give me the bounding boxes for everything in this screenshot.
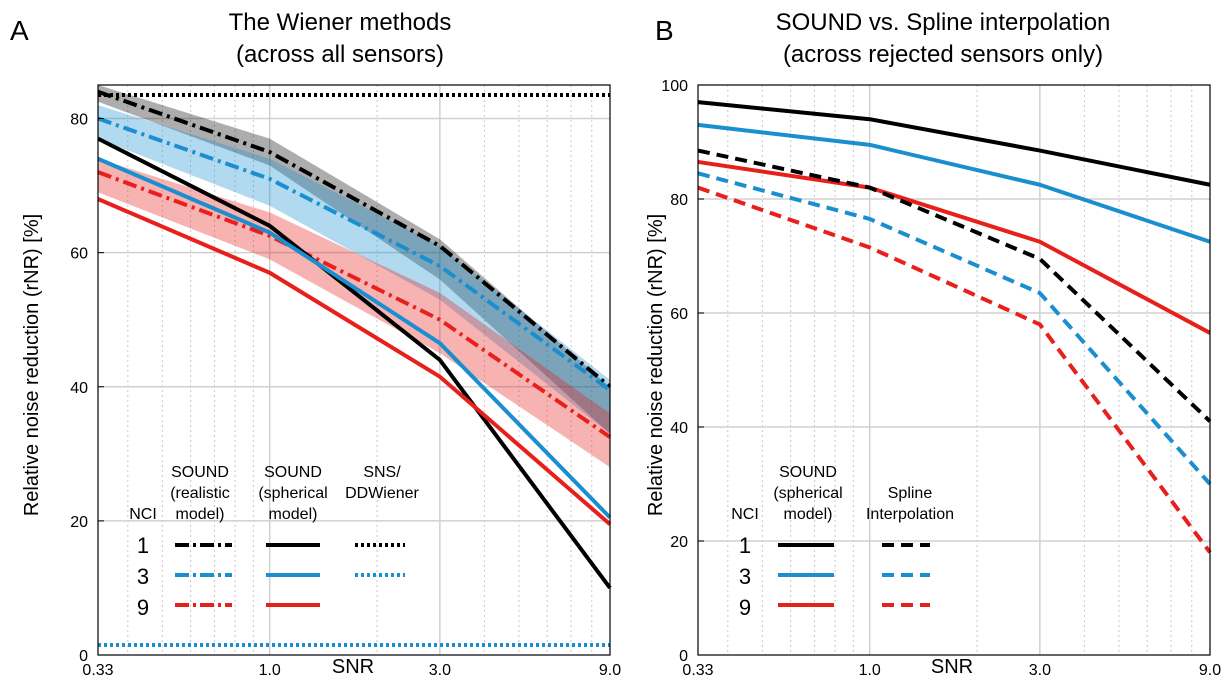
- a-series-3: [97, 136, 612, 590]
- legend-b-col2-line2: Interpolation: [866, 506, 954, 523]
- a-band-1: [98, 105, 610, 434]
- b-series-0: [697, 100, 1211, 187]
- panel-a-bands: [98, 85, 610, 468]
- legend-a-col1-line3: model): [176, 506, 225, 523]
- legend-a-col2-line1: SOUND: [264, 464, 322, 481]
- b-x-tick-label: 3.0: [1029, 662, 1051, 679]
- panel-a-letter: A: [10, 15, 29, 46]
- a-series-0: [97, 89, 612, 389]
- legend-a-row-1: 1: [137, 533, 149, 558]
- panel-a-legend: SOUND (realistic model) SOUND (spherical…: [129, 464, 419, 620]
- panel-a-series: [97, 89, 612, 647]
- legend-b-col2-line1: Spline: [888, 485, 933, 502]
- panel-a-xlabel: SNR: [332, 656, 374, 678]
- b-series-1: [697, 122, 1211, 244]
- panel-a-title-line2: (across all sensors): [236, 41, 444, 68]
- panel-b-title-line1: SOUND vs. Spline interpolation: [776, 9, 1111, 36]
- panel-a-ticks: 0.33 1.0 3.0 9.0 0 20 40 60 80: [70, 112, 621, 679]
- legend-a-nci-header: NCI: [129, 506, 157, 523]
- panel-a-axes-box: [97, 84, 611, 656]
- a-band-2: [98, 158, 610, 468]
- legend-a-col2-line2: (spherical: [258, 485, 327, 502]
- a-x-tick-label: 3.0: [429, 662, 451, 679]
- panel-a-ylabel: Relative noise reduction (rNR) [%]: [21, 214, 43, 516]
- b-y-tick-label: 80: [670, 192, 688, 209]
- legend-b-col1-line2: (spherical: [773, 485, 842, 502]
- legend-b-row-9: 9: [739, 595, 751, 620]
- panel-b-ticks: 0.33 1.0 3.0 9.0 0 20 40 60 80 100: [661, 78, 1221, 679]
- panel-b-ylabel: Relative noise reduction (rNR) [%]: [645, 214, 667, 516]
- a-series-1: [97, 116, 612, 392]
- panel-b-legend: SOUND (spherical model) Spline Interpola…: [731, 464, 954, 620]
- a-y-tick-label: 80: [70, 112, 88, 129]
- b-x-tick-label: 0.33: [682, 662, 713, 679]
- panel-b-series: [697, 100, 1212, 554]
- legend-b-row-3: 3: [739, 564, 751, 589]
- a-y-tick-label: 60: [70, 246, 88, 263]
- a-y-tick-label: 40: [70, 380, 88, 397]
- legend-a-col1-line1: SOUND: [171, 464, 229, 481]
- panel-b-xlabel: SNR: [931, 656, 973, 678]
- panel-a-title-line1: The Wiener methods: [229, 9, 452, 36]
- a-band-0: [98, 85, 610, 434]
- legend-b-nci-header: NCI: [731, 506, 759, 523]
- a-series-2: [97, 170, 612, 439]
- a-x-tick-label: 0.33: [82, 662, 113, 679]
- b-y-tick-label: 40: [670, 420, 688, 437]
- panel-b: B SOUND vs. Spline interpolation (across…: [645, 9, 1221, 679]
- b-y-tick-label: 100: [661, 78, 688, 95]
- legend-a-row-3: 3: [137, 564, 149, 589]
- panel-b-grid: [698, 85, 1210, 655]
- b-y-tick-label: 0: [679, 648, 688, 665]
- legend-b-row-1: 1: [739, 533, 751, 558]
- legend-a-row-9: 9: [137, 595, 149, 620]
- legend-a-col3-line2: DDWiener: [345, 485, 419, 502]
- a-series-4: [97, 156, 612, 519]
- b-x-tick-label: 1.0: [859, 662, 881, 679]
- b-series-2: [697, 159, 1211, 335]
- panel-a: A The Wiener methods (across all sensors…: [10, 9, 621, 679]
- legend-b-col1-line3: model): [784, 506, 833, 523]
- a-y-tick-label: 20: [70, 514, 88, 531]
- legend-a-col3-line1: SNS/: [363, 464, 401, 481]
- legend-b-col1-line1: SOUND: [779, 464, 837, 481]
- b-series-3: [697, 148, 1212, 423]
- b-series-5: [697, 185, 1212, 554]
- a-x-tick-label: 9.0: [599, 662, 621, 679]
- b-y-tick-label: 60: [670, 306, 688, 323]
- panel-b-title-line2: (across rejected sensors only): [783, 41, 1103, 68]
- b-x-tick-label: 9.0: [1199, 662, 1221, 679]
- legend-a-col2-line3: model): [269, 506, 318, 523]
- a-series-5: [97, 197, 612, 526]
- panel-b-axes-box: [697, 84, 1211, 656]
- panel-b-letter: B: [655, 15, 674, 46]
- a-y-tick-label: 0: [79, 648, 88, 665]
- a-x-tick-label: 1.0: [259, 662, 281, 679]
- legend-a-col1-line2: (realistic: [170, 485, 230, 502]
- b-series-4: [697, 171, 1212, 486]
- panel-a-grid: [98, 85, 610, 655]
- b-y-tick-label: 20: [670, 534, 688, 551]
